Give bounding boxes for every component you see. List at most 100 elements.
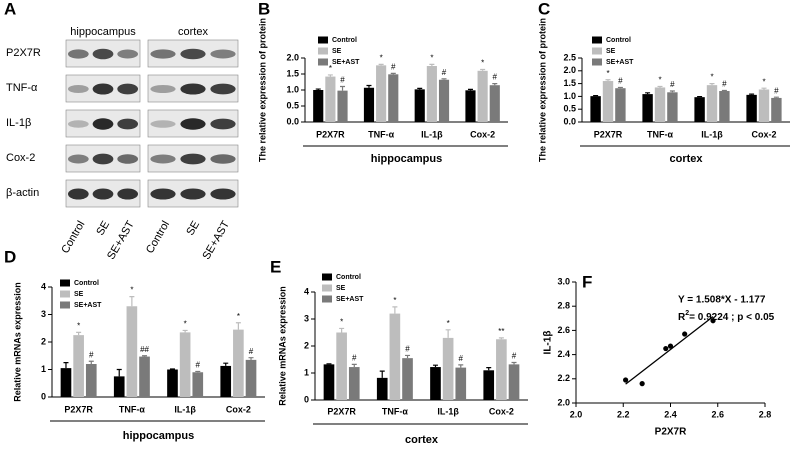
error-bar [669, 90, 675, 93]
region-label: hippocampus [70, 26, 136, 38]
x-tick-label: TNF-α [382, 406, 408, 416]
y-tick-label: 2.4 [557, 349, 570, 359]
significance-mark: * [658, 76, 661, 85]
y-tick-label: 1.5 [286, 68, 299, 78]
error-bar [326, 363, 332, 365]
legend-label: SE [332, 48, 342, 55]
error-bar [223, 362, 229, 366]
significance-mark: # [340, 76, 345, 85]
error-bar [709, 83, 715, 86]
y-axis-label: The relative expression of protein [537, 18, 547, 162]
bar [694, 97, 705, 122]
bar [654, 87, 666, 122]
scatter-point [682, 331, 688, 337]
significance-mark: * [329, 64, 332, 73]
error-bar [63, 362, 69, 369]
r-squared-symbol: R [678, 312, 686, 323]
r-squared-sup: 2 [685, 310, 689, 317]
error-bar [432, 364, 438, 368]
x-tick-label: TNF-α [647, 129, 673, 139]
y-tick-label: 2.0 [563, 65, 576, 75]
significance-mark: # [352, 353, 357, 362]
bar [758, 89, 770, 122]
legend-label: SE+AST [336, 296, 364, 303]
scatter-point [667, 343, 674, 349]
y-tick-label: 0.0 [563, 116, 576, 126]
legend-swatch [60, 290, 70, 298]
x-tick-label: IL-1β [437, 406, 459, 416]
y-axis-label: The relative expression of protein [257, 18, 267, 162]
bar [483, 370, 495, 400]
lane-label: SE+AST [200, 219, 232, 262]
error-bar [88, 360, 94, 364]
blot-band [210, 154, 236, 164]
error-bar [498, 337, 504, 340]
blot-band [117, 154, 139, 164]
error-bar [405, 354, 411, 359]
error-bar [340, 85, 346, 91]
significance-mark: # [459, 354, 464, 363]
legend-swatch [318, 36, 328, 44]
bar [113, 376, 125, 397]
blot-band [67, 49, 89, 59]
error-bar [169, 368, 175, 370]
significance-mark: * [481, 59, 484, 68]
bar [746, 94, 757, 122]
x-tick-label: TNF-α [119, 404, 145, 414]
bar [179, 332, 191, 397]
lane-label: SE [184, 219, 202, 238]
blot-band [92, 83, 114, 95]
legend-label: Control [74, 280, 99, 287]
x-tick-label: P2X7R [64, 404, 93, 414]
x-tick-label: Cox-2 [470, 129, 495, 139]
blot-band [150, 84, 176, 94]
blot-band [180, 153, 206, 165]
y-tick-label: 0.0 [286, 116, 299, 126]
x-axis-label: cortex [405, 434, 439, 446]
legend-swatch [318, 47, 328, 55]
bar [455, 367, 467, 400]
region-label: cortex [178, 26, 208, 38]
error-bar [235, 322, 241, 330]
blot-band [117, 188, 139, 200]
y-tick-label: 3 [304, 313, 309, 323]
bar [615, 88, 626, 122]
blot-band [117, 49, 139, 59]
significance-mark: # [618, 77, 623, 86]
significance-mark: * [130, 286, 133, 295]
panel-label: F [582, 272, 592, 291]
y-axis-label: Relative mRNAs expression [12, 282, 22, 402]
error-bar [182, 329, 188, 333]
error-bar [76, 331, 82, 336]
bar [337, 90, 348, 122]
legend-swatch [322, 284, 332, 292]
lane-label: Control [59, 219, 87, 256]
error-bar [339, 327, 345, 333]
error-bar [511, 361, 517, 365]
legend-label: Control [332, 37, 357, 44]
error-bar [492, 83, 498, 86]
error-bar [467, 88, 473, 91]
blot-band [92, 153, 114, 165]
y-tick-label: 2.5 [563, 52, 576, 62]
error-bar [645, 92, 651, 95]
bar [430, 367, 441, 400]
bar [192, 372, 204, 397]
y-tick-label: 1.0 [563, 91, 576, 101]
bar [442, 337, 454, 400]
legend-label: SE [606, 48, 616, 55]
error-bar [315, 88, 321, 90]
y-axis-label: IL-1β [543, 331, 554, 355]
error-bar [116, 368, 122, 377]
blot-band [180, 83, 206, 95]
bar [220, 365, 232, 397]
blot-band [67, 84, 89, 94]
legend-swatch [592, 36, 602, 44]
legend-label: SE+AST [606, 59, 634, 66]
significance-mark: * [447, 319, 450, 328]
legend-label: SE [336, 285, 346, 292]
significance-mark: * [710, 73, 713, 82]
bar [325, 76, 336, 122]
significance-mark: * [380, 54, 383, 63]
legend-swatch [318, 58, 328, 66]
